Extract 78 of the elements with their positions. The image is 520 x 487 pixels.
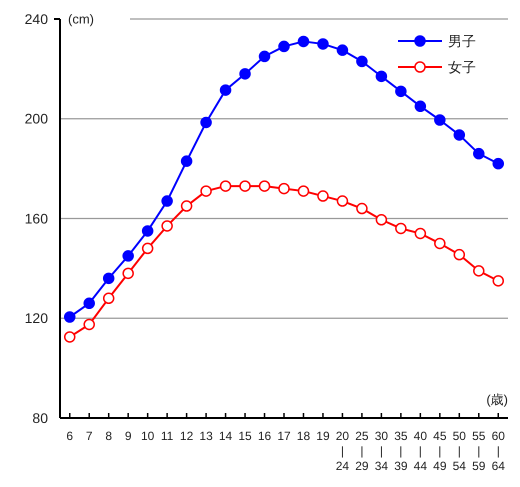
point: [434, 238, 446, 250]
point: [142, 225, 154, 237]
point: [454, 248, 466, 260]
x-tick-label: 12: [180, 429, 194, 443]
point: [142, 242, 154, 254]
x-tick-label: 9: [124, 429, 132, 443]
point: [298, 185, 310, 197]
x-tick-label: 55 | 59: [472, 429, 486, 473]
point: [83, 298, 95, 310]
y-axis-title: (cm): [68, 12, 94, 27]
point: [180, 155, 192, 167]
legend-label: 女子: [448, 58, 476, 75]
point: [258, 180, 270, 192]
x-tick-label: 15: [238, 429, 252, 443]
point: [239, 68, 251, 80]
x-tick-label: 8: [105, 429, 112, 443]
point: [395, 86, 407, 98]
x-tick-label: 13: [199, 429, 214, 443]
point: [376, 214, 388, 226]
point: [395, 222, 407, 234]
point: [492, 275, 504, 287]
point: [239, 180, 251, 192]
point: [161, 195, 173, 207]
point: [200, 185, 212, 197]
point: [473, 148, 485, 160]
point: [356, 56, 368, 68]
point: [336, 195, 348, 207]
point: [317, 190, 329, 202]
point: [336, 44, 348, 56]
point: [434, 114, 446, 126]
x-tick-label: 19: [316, 429, 330, 443]
x-axis-title: (歳): [486, 392, 508, 407]
y-tick-label: 120: [24, 310, 48, 326]
x-tick-label: 18: [296, 429, 310, 443]
legend-label: 男子: [448, 32, 476, 49]
y-tick-label: 80: [32, 410, 48, 426]
point: [102, 292, 114, 304]
x-tick-label: 50 | 54: [452, 429, 466, 473]
x-tick-label: 45 | 49: [433, 429, 447, 473]
x-tick-label: 6: [66, 429, 74, 443]
point: [317, 38, 329, 50]
point: [376, 70, 388, 82]
point: [473, 265, 485, 277]
point: [258, 50, 270, 62]
x-tick-label: 14: [218, 429, 233, 443]
x-tick-label: 25 | 29: [355, 429, 369, 473]
point: [64, 311, 76, 323]
point: [414, 100, 426, 112]
point: [64, 331, 76, 343]
x-tick-label: 7: [86, 429, 93, 443]
point: [414, 228, 426, 240]
x-tick-label: 35 | 39: [394, 429, 408, 473]
y-tick-label: 160: [24, 210, 48, 226]
x-tick-label: 16: [258, 429, 272, 443]
point: [356, 202, 368, 214]
point: [122, 250, 134, 262]
x-tick-label: 20 | 24: [336, 429, 350, 473]
x-tick-label: 17: [277, 429, 291, 443]
point: [180, 200, 192, 212]
point: [298, 36, 310, 48]
point: [102, 272, 114, 284]
point: [122, 268, 134, 280]
y-tick-label: 200: [24, 110, 48, 127]
point: [278, 40, 290, 52]
x-tick-label: 60 | 64: [492, 429, 506, 473]
y-tick-label: 240: [24, 10, 48, 27]
point: [278, 182, 290, 194]
point: [492, 158, 504, 170]
point: [200, 116, 212, 128]
x-tick-label: 30 | 34: [374, 429, 388, 473]
point: [83, 318, 95, 330]
point: [220, 180, 232, 192]
x-tick-label: 10: [140, 429, 155, 443]
x-tick-label: 11: [160, 429, 174, 443]
point: [220, 84, 232, 96]
x-tick-label: 40 | 44: [414, 429, 428, 473]
point: [454, 129, 466, 141]
point: [161, 220, 173, 232]
